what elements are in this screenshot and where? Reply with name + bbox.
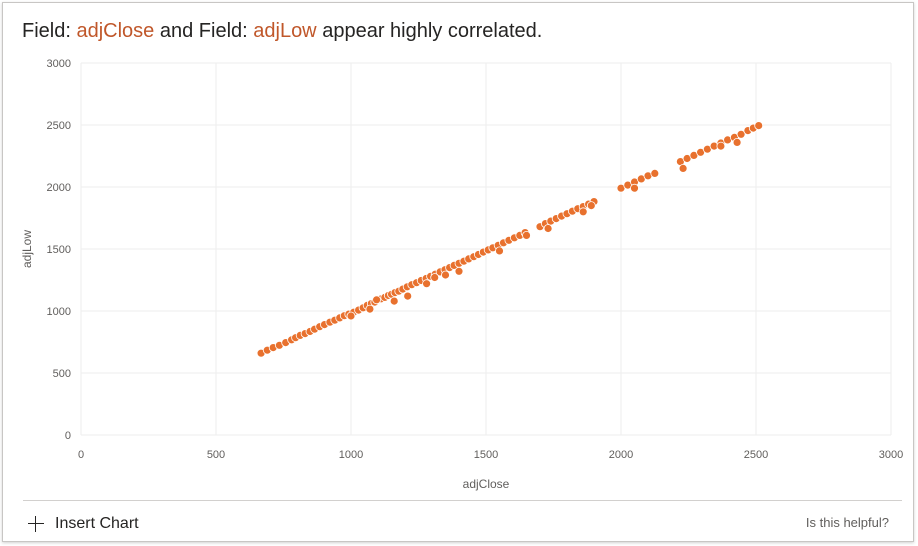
data-point	[716, 141, 726, 151]
data-point	[365, 304, 375, 314]
data-point	[389, 296, 399, 306]
title-prefix: Field:	[22, 20, 77, 42]
y-tick-label: 3000	[47, 58, 71, 70]
y-tick-label: 500	[53, 368, 71, 380]
data-point	[403, 291, 413, 301]
data-point	[586, 201, 596, 211]
data-point	[630, 183, 639, 193]
insert-chart-label: Insert Chart	[55, 515, 139, 532]
data-point	[736, 129, 746, 139]
data-point	[422, 279, 432, 289]
data-point	[441, 270, 450, 280]
insight-title: Field: adjClose and Field: adjLow appear…	[22, 18, 542, 44]
data-point	[346, 311, 356, 321]
field-name-x: adjClose	[76, 20, 155, 42]
data-point	[650, 168, 660, 178]
y-tick-label: 0	[65, 430, 71, 442]
data-point	[732, 137, 742, 147]
x-tick-label: 2000	[609, 449, 633, 461]
x-tick-label: 1000	[339, 449, 363, 461]
x-axis-label: adjClose	[463, 477, 510, 491]
x-tick-label: 1500	[474, 449, 498, 461]
chart-points	[256, 121, 764, 358]
data-point	[454, 266, 464, 276]
data-point	[495, 246, 504, 256]
x-tick-label: 500	[207, 449, 225, 461]
field-name-y: adjLow	[253, 20, 317, 42]
y-tick-label: 2500	[47, 120, 71, 132]
is-helpful-link[interactable]: Is this helpful?	[805, 515, 889, 530]
insert-chart-button[interactable]: Insert Chart	[27, 512, 139, 536]
data-point	[678, 163, 688, 173]
data-point	[430, 273, 440, 282]
x-tick-label: 2500	[744, 449, 768, 461]
footer-divider	[23, 500, 902, 501]
y-tick-label: 1000	[47, 306, 71, 318]
data-point	[522, 230, 531, 240]
x-tick-label: 3000	[879, 449, 903, 461]
title-middle: and Field:	[154, 20, 254, 42]
data-point	[543, 224, 553, 233]
y-tick-label: 1500	[47, 244, 71, 256]
data-point	[578, 207, 588, 217]
y-axis-label: adjLow	[20, 230, 34, 268]
data-point	[372, 295, 382, 305]
y-tick-label: 2000	[47, 182, 71, 194]
x-tick-label: 0	[78, 449, 84, 461]
plus-icon	[27, 515, 45, 533]
chart-ticks: 0 500 1000 1500 2000 2500 3000 0 500 1000 1500 2000…	[47, 58, 904, 461]
data-point	[754, 121, 764, 130]
scatter-chart: 0 500 1000 1500 2000 2500 3000 0 500 1000 1500 2000…	[20, 58, 904, 491]
title-suffix: appear highly correlated.	[316, 20, 543, 42]
